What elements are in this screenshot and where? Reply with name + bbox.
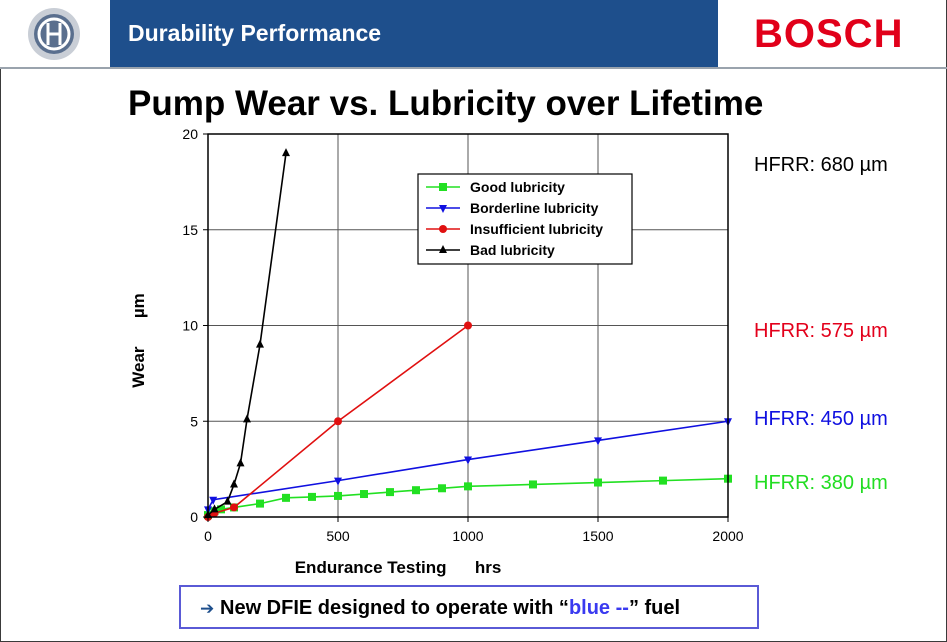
data-point <box>360 490 368 499</box>
data-point <box>223 496 232 505</box>
data-point <box>209 496 218 505</box>
data-point <box>594 478 602 487</box>
data-point <box>334 417 342 426</box>
data-point <box>308 492 316 501</box>
y-tick-label: 5 <box>190 413 198 429</box>
bosch-logo-icon <box>28 8 80 60</box>
y-axis-label: Wear µm <box>129 293 148 388</box>
header-divider <box>0 67 947 69</box>
series-line <box>207 153 287 516</box>
hfrr-label-good: HFRR: 380 µm <box>754 472 888 494</box>
header-band <box>0 0 718 68</box>
hfrr-label-borderline: HFRR: 450 µm <box>754 408 888 430</box>
series-borderline-lubricity <box>204 418 732 515</box>
series-bad-lubricity <box>204 148 290 519</box>
data-point <box>594 437 602 446</box>
data-point <box>236 458 245 467</box>
y-tick-label: 10 <box>182 318 198 334</box>
x-tick-label: 1500 <box>582 528 613 544</box>
data-point <box>282 493 290 502</box>
callout-prefix: New DFIE designed to operate with “ <box>220 597 569 619</box>
data-point <box>334 491 342 500</box>
callout-suffix: ” fuel <box>628 597 681 619</box>
data-point <box>256 499 264 508</box>
armature-icon <box>37 17 71 51</box>
legend-label: Bad lubricity <box>470 242 555 258</box>
x-axis-label: Endurance Testing hrs <box>295 558 502 577</box>
brand-box <box>718 0 946 68</box>
header-title: Durability Performance <box>128 20 382 46</box>
axis-layer: 0 500 1000 1500 2000 0 5 10 15 20 Endurance Testin… <box>129 126 744 577</box>
callout-highlight: blue -- <box>568 597 629 619</box>
data-point <box>439 245 447 253</box>
data-point <box>439 225 447 233</box>
legend-layer: Good lubricity Borderline lubricity Insuff… <box>417 173 633 265</box>
arrow-right-icon: ➔ <box>200 599 215 618</box>
data-point <box>439 205 447 213</box>
bosch-logo-inner <box>34 14 74 54</box>
data-point <box>210 504 219 513</box>
y-tick-label: 15 <box>182 222 198 238</box>
data-point <box>230 479 238 488</box>
legend-label: Borderline lubricity <box>470 200 599 216</box>
hfrr-label-insufficient: HFRR: 575 µm <box>754 320 888 342</box>
data-point <box>412 486 420 495</box>
data-point <box>217 505 225 514</box>
data-point <box>439 183 447 191</box>
legend-label: Insufficient lubricity <box>470 221 603 237</box>
data-point <box>464 482 472 491</box>
hfrr-label-bad: HFRR: 680 µm <box>754 154 888 176</box>
data-point <box>659 476 667 485</box>
logo-box <box>0 0 110 68</box>
page-title: Pump Wear vs. Lubricity over Lifetime <box>128 84 764 123</box>
data-point <box>282 148 290 157</box>
x-tick-label: 2000 <box>712 528 743 544</box>
data-point <box>438 484 446 493</box>
data-point <box>386 488 394 497</box>
brand-logo-text: BOSCH <box>754 12 904 56</box>
y-tick-label: 20 <box>182 126 198 142</box>
data-point <box>464 321 472 330</box>
x-tick-label: 1000 <box>452 528 483 544</box>
y-tick-label: 0 <box>190 509 198 525</box>
callout-text: New DFIE designed to operate with “blue … <box>220 597 680 620</box>
data-point <box>529 480 537 489</box>
data-point <box>243 414 251 423</box>
series-insufficient-lubricity <box>204 321 472 521</box>
callout-box <box>179 585 759 629</box>
data-point <box>230 503 238 512</box>
data-point <box>256 339 264 348</box>
data-point <box>464 456 472 465</box>
x-tick-label: 500 <box>326 528 350 544</box>
x-tick-label: 0 <box>204 528 212 544</box>
legend-label: Good lubricity <box>470 179 565 195</box>
data-point <box>334 477 342 486</box>
legend-box <box>417 173 633 265</box>
